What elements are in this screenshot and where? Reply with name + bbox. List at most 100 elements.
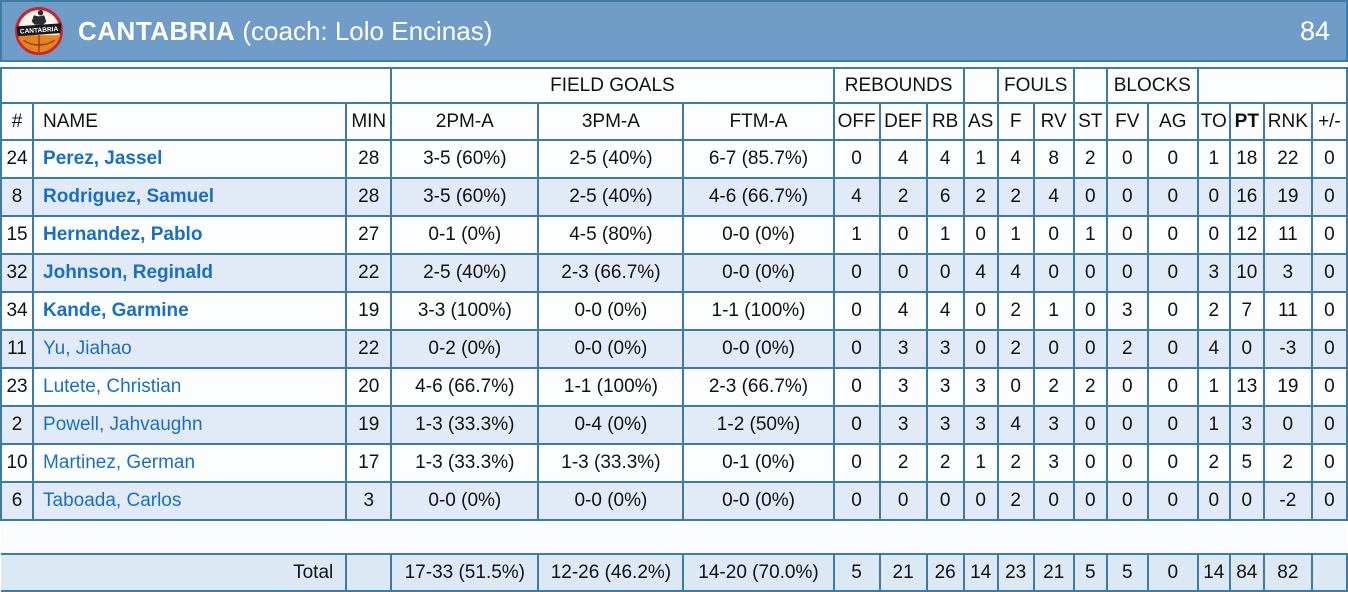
player-name-link[interactable]: Hernandez, Pablo [32,215,348,255]
stat-plus-minus: 0 [1310,443,1348,483]
group-spacer-st [1072,67,1108,104]
stat-fouls-received: 4 [1032,177,1075,217]
player-name-link[interactable]: Yu, Jiahao [32,329,348,369]
col-points: PT [1228,102,1265,141]
stat-turnovers: 0 [1196,215,1231,255]
player-name-link[interactable]: Martinez, German [32,443,348,483]
stat-def-reb: 4 [878,291,928,331]
stat-plus-minus: 0 [1310,481,1348,521]
stat-fouls-received: 1 [1032,291,1075,331]
team-name: CANTABRIA [78,15,236,46]
logo-text: CANTABRIA [20,26,59,36]
player-name-link[interactable]: Lutete, Christian [32,367,348,407]
stat-ftm-a: 6-7 (85.7%) [682,139,835,179]
stat-3pm-a: 2-5 (40%) [537,139,685,179]
stat-fouls-received: 0 [1032,253,1075,293]
stat-blocks-for: 0 [1105,367,1149,407]
box-score-table: FIELD GOALS REBOUNDS FOULS BLOCKS # NAME… [0,67,1348,592]
team-title: CANTABRIA (coach: Lolo Encinas) [78,16,1300,47]
total-blocks-against: 0 [1146,553,1199,592]
total-off-reb: 5 [832,553,881,592]
stat-assists: 3 [962,367,999,407]
col-total-reb: RB [925,102,965,141]
stat-points: 3 [1228,405,1265,445]
col-fouls-received: RV [1032,102,1075,141]
stat-assists: 0 [962,329,999,369]
stat-assists: 0 [962,291,999,331]
stat-ftm-a: 1-2 (50%) [682,405,835,445]
stat-fouls: 2 [996,329,1035,369]
stat-fouls: 4 [996,139,1035,179]
total-ftm-a: 14-20 (70.0%) [682,553,835,592]
stat-steals: 0 [1072,443,1108,483]
stat-2pm-a: 1-3 (33.3%) [390,443,540,483]
stat-2pm-a: 2-5 (40%) [390,253,540,293]
stat-assists: 1 [962,443,999,483]
stat-plus-minus: 0 [1310,177,1348,217]
stat-blocks-against: 0 [1146,481,1199,521]
team-logo-icon: CANTABRIA [14,6,64,56]
player-number: 23 [0,367,35,407]
stat-ftm-a: 0-0 (0%) [682,329,835,369]
stat-blocks-against: 0 [1146,329,1199,369]
stat-points: 16 [1228,177,1265,217]
player-number: 6 [0,481,35,521]
stat-fouls-received: 3 [1032,405,1075,445]
player-row: 6 Taboada, Carlos 3 0-0 (0%) 0-0 (0%) 0-… [0,481,1348,521]
stat-blocks-for: 0 [1105,405,1149,445]
player-name-link[interactable]: Perez, Jassel [32,139,348,179]
stat-ranking: 11 [1262,215,1313,255]
stat-turnovers: 1 [1196,367,1231,407]
stat-fouls-received: 2 [1032,367,1075,407]
player-name-link[interactable]: Johnson, Reginald [32,253,348,293]
stat-turnovers: 2 [1196,291,1231,331]
stat-3pm-a: 1-1 (100%) [537,367,685,407]
stat-blocks-against: 0 [1146,405,1199,445]
player-name-link[interactable]: Kande, Garmine [32,291,348,331]
stat-points: 7 [1228,291,1265,331]
player-name-link[interactable]: Powell, Jahvaughn [32,405,348,445]
stat-blocks-for: 3 [1105,291,1149,331]
player-row: 32 Johnson, Reginald 22 2-5 (40%) 2-3 (6… [0,253,1348,293]
stat-points: 10 [1228,253,1265,293]
player-number: 15 [0,215,35,255]
stat-blocks-against: 0 [1146,253,1199,293]
col-assists: AS [962,102,999,141]
stat-turnovers: 1 [1196,139,1231,179]
player-number: 34 [0,291,35,331]
stat-def-reb: 3 [878,329,928,369]
total-steals: 5 [1072,553,1108,592]
stat-blocks-against: 0 [1146,367,1199,407]
total-minutes [345,553,393,592]
player-name-link[interactable]: Taboada, Carlos [32,481,348,521]
stat-ranking: 3 [1262,253,1313,293]
stat-steals: 0 [1072,481,1108,521]
stat-turnovers: 2 [1196,443,1231,483]
spacer-row [1,520,1347,554]
col-2pm-a: 2PM-A [390,102,540,141]
stat-3pm-a: 0-0 (0%) [537,481,685,521]
player-row: 2 Powell, Jahvaughn 19 1-3 (33.3%) 0-4 (… [0,405,1348,445]
group-spacer-as [962,67,999,104]
stat-3pm-a: 2-5 (40%) [537,177,685,217]
stat-off-reb: 0 [832,443,881,483]
stat-turnovers: 0 [1196,481,1231,521]
group-rebounds: REBOUNDS [832,67,965,104]
stat-ftm-a: 4-6 (66.7%) [682,177,835,217]
stat-assists: 0 [962,215,999,255]
stat-fouls-received: 0 [1032,215,1075,255]
total-assists: 14 [962,553,999,592]
stat-assists: 1 [962,139,999,179]
stat-blocks-against: 0 [1146,139,1199,179]
stat-3pm-a: 0-4 (0%) [537,405,685,445]
stat-blocks-against: 0 [1146,291,1199,331]
stat-2pm-a: 4-6 (66.7%) [390,367,540,407]
player-number: 10 [0,443,35,483]
stat-steals: 2 [1072,367,1108,407]
stat-total-reb: 3 [925,405,965,445]
stat-total-reb: 3 [925,329,965,369]
stat-3pm-a: 0-0 (0%) [537,329,685,369]
player-name-link[interactable]: Rodriguez, Samuel [32,177,348,217]
stat-total-reb: 3 [925,367,965,407]
stat-plus-minus: 0 [1310,291,1348,331]
